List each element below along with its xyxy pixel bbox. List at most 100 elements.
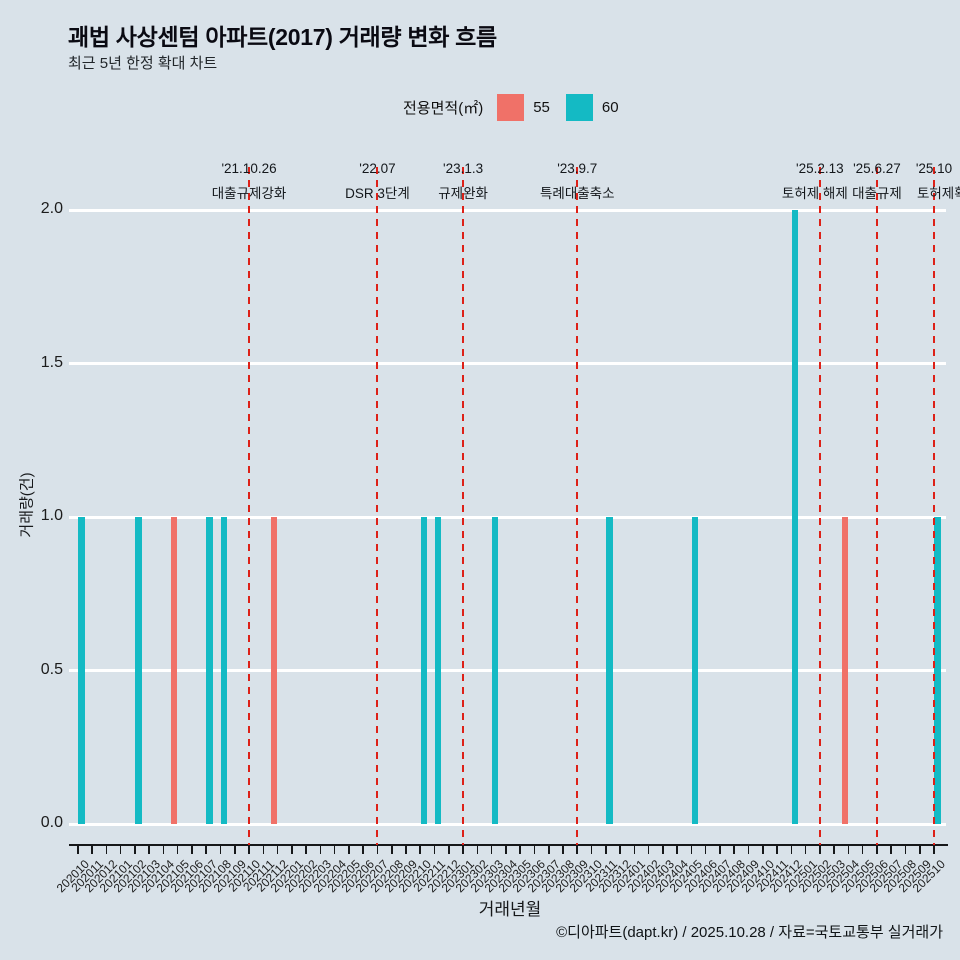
bar-60-202311 bbox=[606, 517, 613, 824]
gridline bbox=[69, 822, 946, 826]
x-tick bbox=[77, 845, 79, 854]
event-line-202207 bbox=[376, 167, 379, 845]
event-line-202309 bbox=[576, 167, 579, 845]
x-tick bbox=[362, 845, 364, 854]
event-label-202309: 특례대출축소 bbox=[539, 186, 615, 201]
x-tick bbox=[91, 845, 93, 854]
x-tick bbox=[276, 845, 279, 854]
event-date-202301: '23.1.3 bbox=[443, 161, 484, 176]
x-axis-line bbox=[69, 844, 948, 846]
x-tick bbox=[433, 845, 436, 854]
x-tick bbox=[918, 845, 921, 854]
x-tick bbox=[776, 845, 778, 854]
event-date-202510: '25.10 bbox=[915, 161, 953, 176]
gridline bbox=[69, 362, 946, 365]
x-tick bbox=[176, 845, 179, 854]
event-line-202502 bbox=[818, 167, 821, 845]
x-tick bbox=[533, 845, 536, 854]
x-tick bbox=[619, 845, 621, 854]
x-tick bbox=[647, 845, 650, 854]
x-tick bbox=[804, 845, 807, 854]
legend-title: 전용면적(㎡) bbox=[403, 100, 484, 117]
x-tick bbox=[233, 845, 236, 854]
bar-60-202211 bbox=[434, 517, 442, 824]
x-tick bbox=[747, 845, 750, 854]
x-tick bbox=[890, 845, 892, 854]
x-tick bbox=[348, 845, 350, 854]
x-tick bbox=[861, 845, 864, 854]
bar-60-202412 bbox=[791, 210, 799, 824]
x-tick bbox=[134, 845, 136, 854]
event-label-202301: 규제완화 bbox=[438, 186, 488, 201]
x-tick bbox=[191, 845, 193, 854]
bar-55-202504 bbox=[841, 517, 849, 824]
bar-60-202102 bbox=[135, 517, 142, 824]
event-date-202110: '21.10.26 bbox=[221, 161, 277, 176]
x-tick bbox=[262, 845, 265, 854]
x-tick bbox=[562, 845, 564, 854]
x-tick bbox=[405, 845, 407, 854]
x-tick bbox=[833, 845, 835, 854]
x-tick bbox=[633, 845, 636, 854]
x-tick bbox=[219, 845, 222, 854]
footer-credit: ©디아파트(dapt.kr) / 2025.10.28 / 자료=국토교통부 실… bbox=[556, 924, 943, 941]
bar-60-202108 bbox=[220, 517, 228, 824]
x-tick bbox=[505, 845, 507, 854]
x-tick bbox=[904, 845, 907, 854]
x-tick bbox=[305, 845, 307, 854]
legend-swatch-55 bbox=[497, 94, 525, 121]
event-label-202502: 토허제 해제 bbox=[781, 186, 848, 201]
bar-55-202112 bbox=[270, 517, 278, 824]
x-tick bbox=[704, 845, 707, 854]
event-label-202207: DSR 3단계 bbox=[345, 186, 410, 201]
y-tick-label: 2.0 bbox=[40, 200, 63, 217]
legend-label-60: 60 bbox=[601, 99, 619, 116]
x-axis-title: 거래년월 bbox=[478, 900, 542, 919]
gridline bbox=[69, 208, 946, 212]
x-tick bbox=[319, 845, 322, 854]
event-date-202309: '23.9.7 bbox=[557, 161, 598, 176]
legend-swatch-60 bbox=[565, 94, 593, 121]
x-tick bbox=[333, 845, 336, 854]
page-title: 괘법 사상센텀 아파트(2017) 거래량 변화 흐름 bbox=[68, 24, 497, 50]
event-date-202502: '25.2.13 bbox=[796, 161, 844, 176]
x-tick bbox=[690, 845, 693, 854]
legend: 전용면적(㎡) 55 60 bbox=[403, 94, 635, 121]
event-line-202506 bbox=[875, 167, 878, 845]
x-tick bbox=[376, 845, 379, 854]
event-label-202510: 토허제확대 bbox=[916, 186, 960, 201]
event-label-202110: 대출규제강화 bbox=[211, 186, 287, 201]
x-tick bbox=[547, 845, 550, 854]
event-date-202207: '22.07 bbox=[359, 161, 396, 176]
event-line-202510 bbox=[933, 167, 935, 845]
x-tick bbox=[490, 845, 493, 854]
x-tick bbox=[590, 845, 593, 854]
x-tick bbox=[576, 845, 579, 854]
bar-55-202105 bbox=[170, 517, 178, 824]
legend-label-55: 55 bbox=[533, 99, 550, 116]
bar-60-202405 bbox=[691, 517, 699, 824]
x-tick bbox=[291, 845, 293, 854]
x-tick bbox=[790, 845, 793, 854]
x-tick bbox=[876, 845, 878, 854]
event-line-202110 bbox=[248, 167, 251, 845]
x-tick bbox=[604, 845, 607, 854]
x-tick bbox=[419, 845, 422, 854]
bar-60-202510 bbox=[934, 517, 941, 824]
x-tick bbox=[847, 845, 850, 854]
x-tick bbox=[105, 845, 108, 854]
x-tick bbox=[819, 845, 821, 854]
gridline bbox=[69, 669, 946, 672]
bar-60-202303 bbox=[491, 517, 499, 824]
y-tick-label: 0.0 bbox=[40, 814, 63, 831]
bar-60-202010 bbox=[78, 517, 85, 824]
x-tick bbox=[462, 845, 464, 854]
x-tick bbox=[719, 845, 721, 854]
x-tick bbox=[519, 845, 521, 854]
event-line-202301 bbox=[462, 167, 465, 845]
x-tick bbox=[676, 845, 678, 854]
event-label-202506: 대출규제 bbox=[852, 186, 902, 201]
x-tick bbox=[733, 845, 735, 854]
x-tick bbox=[933, 845, 935, 854]
